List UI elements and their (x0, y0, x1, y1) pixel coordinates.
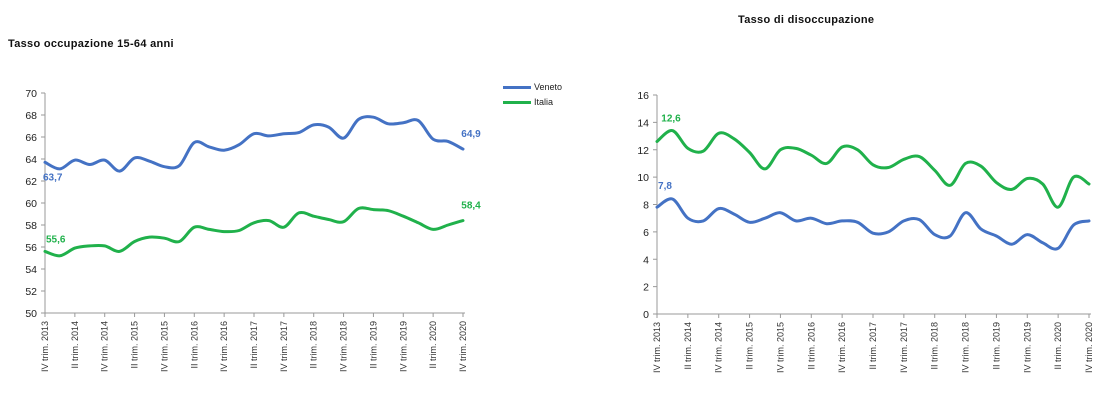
y-tick-label: 12 (637, 145, 649, 157)
series-line-italia (655, 129, 1091, 209)
x-tick-label: IV trim. 2020 (458, 321, 468, 372)
x-tick-label: IV trim. 2018 (339, 321, 349, 372)
y-tick-label: 6 (643, 227, 649, 239)
x-tick-label: IV trim. 2016 (219, 321, 229, 372)
x-tick-label: IV trim. 2017 (279, 321, 289, 372)
data-label-italia-first: 55,6 (46, 234, 66, 245)
x-tick-label: II trim. 2016 (806, 322, 816, 370)
x-tick-label: IV trim. 2013 (40, 321, 50, 372)
x-tick-label: IV trim. 2014 (714, 322, 724, 373)
y-tick-label: 70 (25, 88, 37, 100)
chart-occupazione: 50 52 54 56 58 60 62 64 66 68 70 IV trim. 2013 II tr… (25, 88, 481, 372)
x-tick-label: II trim. 2014 (683, 322, 693, 370)
y-tick-label: 4 (643, 254, 649, 266)
x-tick-label: II trim. 2014 (70, 321, 80, 369)
series-line-veneto (43, 115, 465, 173)
y-tick-label: 66 (25, 132, 37, 144)
x-tick-label: II trim. 2020 (1053, 322, 1063, 370)
x-tick-label: IV trim. 2018 (961, 322, 971, 373)
y-tick-label: 0 (643, 309, 649, 321)
y-tick-label: 56 (25, 242, 37, 254)
x-tick-label: IV trim. 2017 (899, 322, 909, 373)
data-label-veneto-first: 7,8 (658, 181, 672, 192)
x-tick-label: II trim. 2015 (745, 322, 755, 370)
y-tick-label: 54 (25, 264, 37, 276)
y-tick-label: 16 (637, 90, 649, 102)
x-tick-label: IV trim. 2013 (652, 322, 662, 373)
legend-swatch-veneto (503, 86, 531, 90)
y-tick-label: 68 (25, 110, 37, 122)
series-line-italia (43, 206, 465, 258)
data-label-veneto-first: 63,7 (43, 172, 63, 183)
legend-swatch-italia (503, 101, 531, 105)
x-tick-label: II trim. 2019 (991, 322, 1001, 370)
x-tick-label: II trim. 2018 (309, 321, 319, 369)
x-tick-label: IV trim. 2014 (100, 321, 110, 372)
y-tick-label: 64 (25, 154, 37, 166)
data-label-italia-last: 58,4 (461, 201, 481, 212)
y-tick-label: 62 (25, 176, 37, 188)
y-tick-label: 2 (643, 282, 649, 294)
x-tick-label: IV trim. 2015 (775, 322, 785, 373)
y-tick-label: 60 (25, 198, 37, 210)
legend-item-veneto: Veneto (503, 82, 562, 92)
x-tick-label: II trim. 2016 (189, 321, 199, 369)
x-tick-label: IV trim. 2015 (159, 321, 169, 372)
y-tick-label: 14 (637, 117, 649, 129)
x-tick-label: IV trim. 2019 (1022, 322, 1032, 373)
y-tick-label: 10 (637, 172, 649, 184)
legend-label-veneto: Veneto (534, 82, 563, 92)
series-line-veneto (655, 197, 1091, 251)
x-tick-label: II trim. 2019 (368, 321, 378, 369)
legend-label-italia: Italia (534, 97, 554, 107)
x-tick-label: II trim. 2018 (930, 322, 940, 370)
x-tick-label: IV trim. 2020 (1084, 322, 1094, 373)
y-tick-label: 8 (643, 200, 649, 212)
data-label-italia-first: 12,6 (661, 114, 681, 125)
y-tick-label: 52 (25, 286, 37, 298)
chart-title-disoccupazione: Tasso di disoccupazione (738, 14, 875, 26)
x-tick-label: II trim. 2020 (428, 321, 438, 369)
x-tick-label: II trim. 2017 (868, 322, 878, 370)
x-tick-label: IV trim. 2016 (837, 322, 847, 373)
y-tick-label: 58 (25, 220, 37, 232)
chart-title-occupazione: Tasso occupazione 15-64 anni (8, 38, 174, 50)
x-tick-label: IV trim. 2019 (398, 321, 408, 372)
data-label-veneto-last: 64,9 (461, 129, 481, 140)
legend-item-italia: Italia (503, 97, 553, 107)
chart-disoccupazione: 0 2 4 6 8 10 12 14 16 IV trim. 2013 II trim. 2014 I… (637, 90, 1094, 373)
x-tick-label: II trim. 2015 (130, 321, 140, 369)
y-tick-label: 50 (25, 308, 37, 320)
x-tick-label: II trim. 2017 (249, 321, 259, 369)
